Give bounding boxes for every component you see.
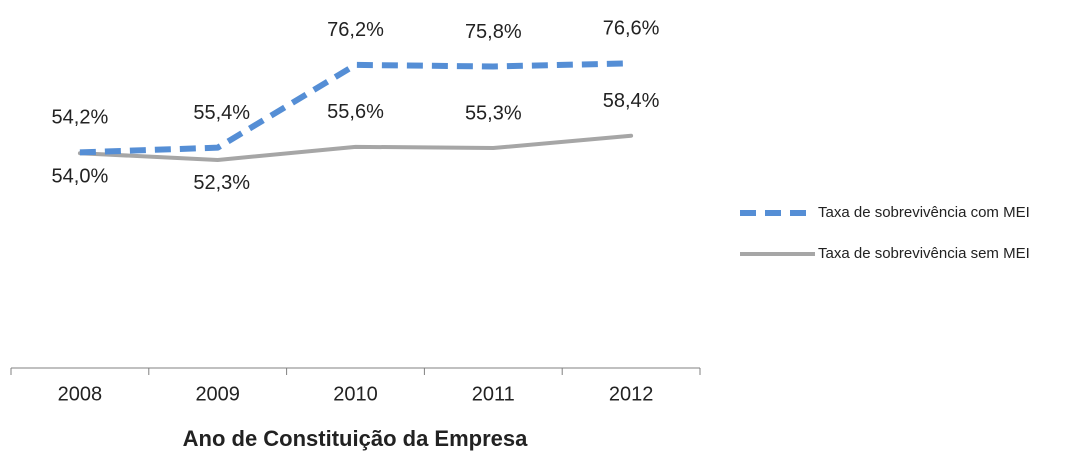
legend-label: Taxa de sobrevivência com MEI [818, 204, 1030, 221]
data-label: 75,8% [465, 21, 522, 43]
data-label: 76,6% [603, 18, 660, 40]
data-label: 55,6% [327, 101, 384, 123]
series-line [79, 60, 632, 156]
x-tick-label: 2009 [195, 383, 240, 405]
x-tick-label: 2010 [333, 383, 378, 405]
legend-label: Taxa de sobrevivência sem MEI [818, 245, 1030, 262]
x-tick-label: 2008 [58, 383, 103, 405]
x-tick-label: 2011 [472, 383, 515, 405]
series-line [77, 133, 634, 162]
data-label: 52,3% [193, 172, 250, 194]
data-label: 55,4% [193, 102, 250, 124]
data-label: 54,0% [52, 165, 109, 187]
data-label: 54,2% [52, 107, 109, 129]
data-label: 55,3% [465, 102, 522, 124]
x-tick-label: 2012 [609, 383, 654, 405]
data-label: 58,4% [603, 90, 660, 112]
x-axis-title: Ano de Constituição da Empresa [183, 426, 528, 451]
data-label: 76,2% [327, 19, 384, 41]
